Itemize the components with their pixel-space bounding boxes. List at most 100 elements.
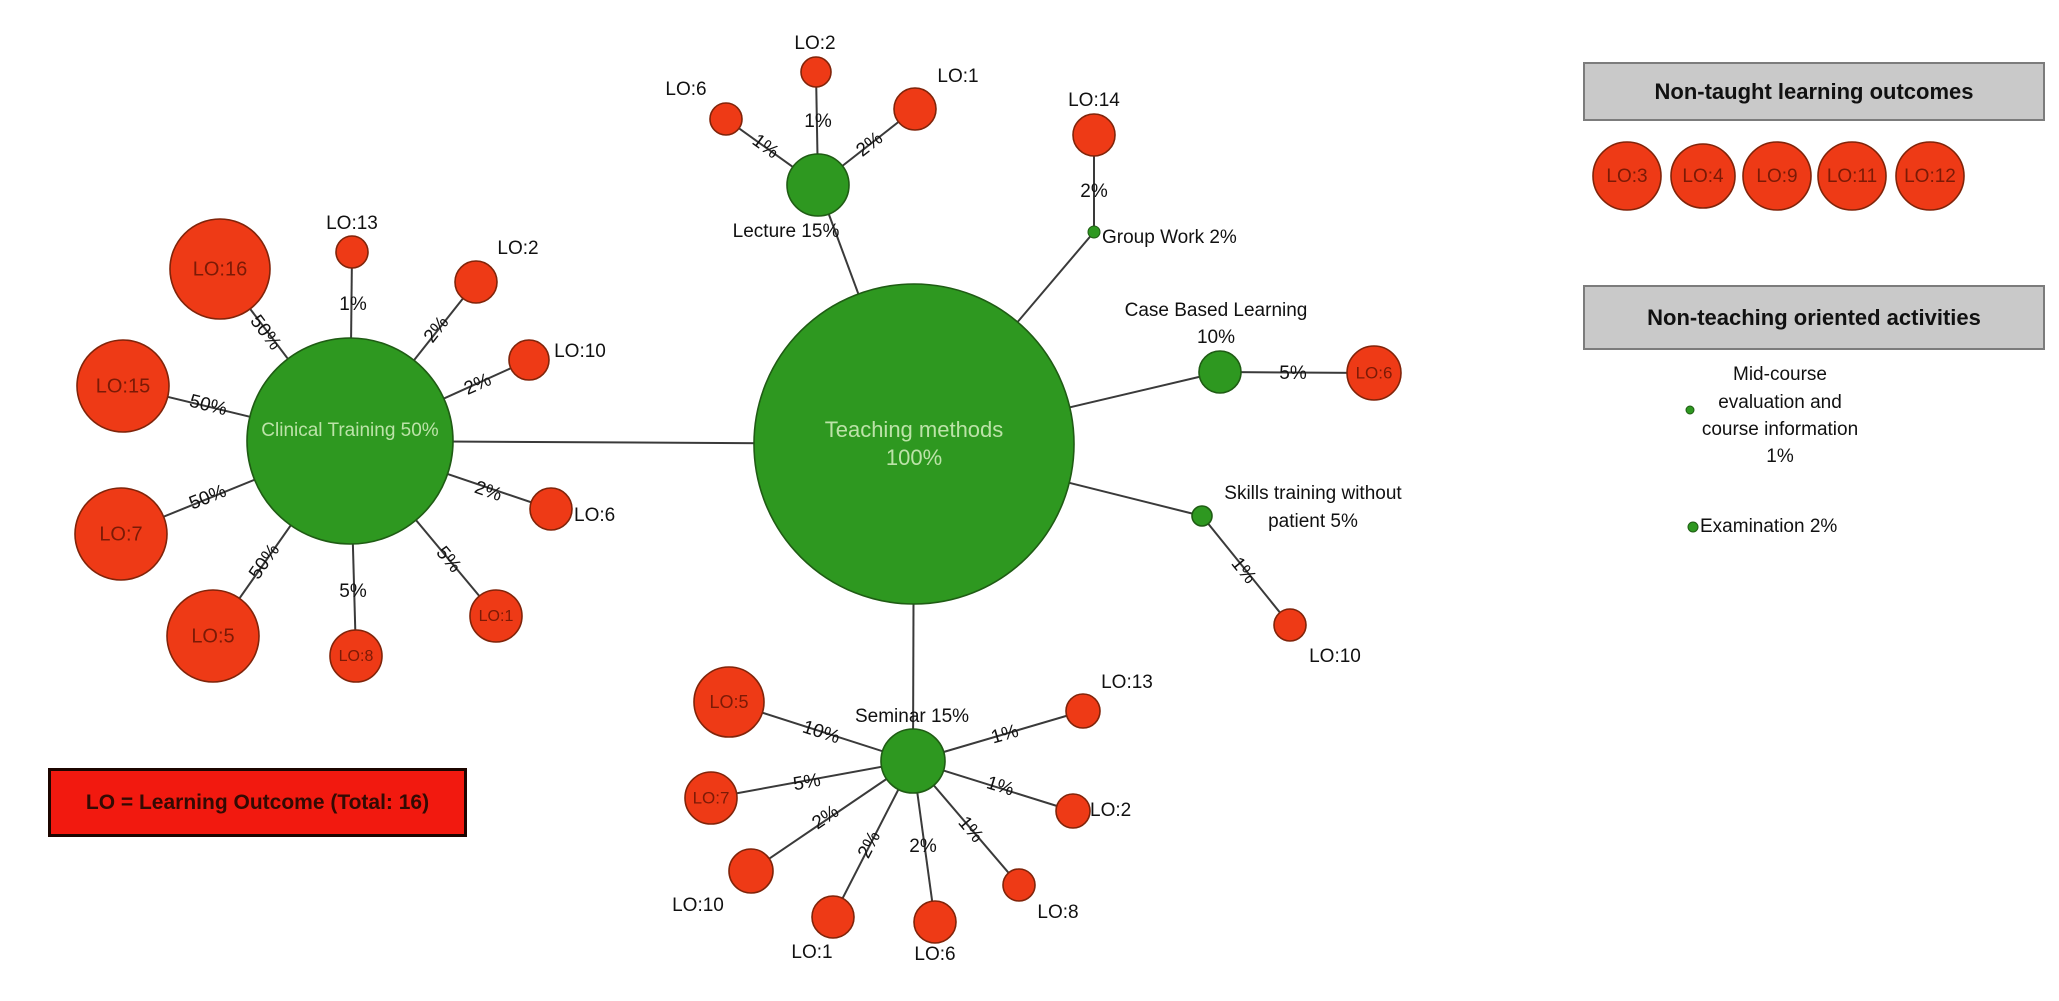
non-teaching-activities-header: Non-teaching oriented activities	[1583, 285, 2045, 350]
node-lo12R	[1895, 141, 1965, 211]
edge-label: 1%	[989, 721, 1021, 749]
node-label-teaching: 100%	[886, 445, 942, 470]
node-label-lo6C: LO:6	[1356, 363, 1393, 382]
non-taught-outcomes-title: Non-taught learning outcomes	[1654, 78, 1974, 104]
node-label-lo1L: LO:1	[479, 608, 514, 625]
label-case-based-1: Case Based Learning	[1125, 300, 1308, 321]
edge-label: 50%	[186, 481, 229, 515]
node-lo5L	[166, 589, 260, 683]
label-lo8-seminar: LO:8	[1037, 902, 1078, 923]
label-lecture: Lecture 15%	[733, 221, 840, 242]
edge-label: 50%	[245, 540, 284, 583]
node-lo10S	[1273, 608, 1307, 642]
label-group-work: Group Work 2%	[1102, 227, 1237, 248]
node-label-lo4R: LO:4	[1682, 166, 1724, 187]
label-midcourse-2: evaluation and	[1718, 392, 1842, 413]
edge-seminar-lo7S	[710, 760, 914, 799]
node-label-lo12R: LO:12	[1904, 166, 1956, 187]
non-teaching-activities-title: Non-teaching oriented activities	[1647, 304, 1981, 330]
node-seminar	[880, 728, 946, 794]
edge-label: 2%	[472, 477, 505, 506]
edge-label: 2%	[461, 369, 495, 399]
edge-label: 10%	[800, 717, 843, 749]
edge-label: 1%	[804, 111, 832, 132]
label-lo13-clinical: LO:13	[326, 213, 378, 234]
node-lo10Se	[728, 848, 774, 894]
edge-label: 2%	[852, 128, 887, 162]
node-lo14	[1072, 113, 1116, 157]
label-lo6-clinical: LO:6	[574, 505, 615, 526]
label-lo10-seminar: LO:10	[672, 895, 724, 916]
node-label-lo5L: LO:5	[191, 625, 234, 647]
edge-label: 1%	[339, 294, 367, 315]
node-label-lo16L: LO:16	[193, 258, 247, 280]
label-lo13-seminar: LO:13	[1101, 672, 1153, 693]
edge-label: 2%	[1080, 181, 1108, 202]
edge-label: 2%	[909, 836, 937, 857]
label-lo10-clinical: LO:10	[554, 341, 606, 362]
node-teaching	[753, 283, 1075, 605]
node-lo2S	[1055, 793, 1091, 829]
node-lo9R	[1742, 141, 1812, 211]
label-lo6-lecture: LO:6	[665, 79, 706, 100]
node-label-lo3R: LO:3	[1606, 166, 1647, 187]
node-lo13L	[335, 235, 369, 269]
node-skills	[1191, 505, 1213, 527]
edge-label: 5%	[792, 770, 823, 795]
node-lo6S	[913, 900, 957, 944]
node-label-lo7S: LO:7	[693, 788, 730, 807]
node-lo13S	[1065, 693, 1101, 729]
node-label-lo7L: LO:7	[99, 523, 142, 545]
node-lo1T	[893, 87, 937, 131]
node-lo11R	[1817, 141, 1887, 211]
label-skills-1: Skills training without	[1224, 483, 1402, 504]
node-lo2L	[454, 260, 498, 304]
label-lo10-skills: LO:10	[1309, 646, 1361, 667]
node-midcourse_dot	[1685, 405, 1695, 415]
node-label-lo11R: LO:11	[1827, 166, 1877, 187]
edge-label: 1%	[984, 772, 1017, 800]
edge-label: 1%	[748, 130, 783, 163]
node-lo1S	[811, 895, 855, 939]
node-exam_dot	[1687, 521, 1699, 533]
label-skills-2: patient 5%	[1268, 511, 1358, 532]
lo-legend-text: LO = Learning Outcome (Total: 16)	[85, 790, 430, 814]
label-lo1-seminar: LO:1	[791, 942, 832, 963]
node-lo6T	[709, 102, 743, 136]
label-lo2-lecture: LO:2	[794, 33, 835, 54]
node-lo8L	[329, 629, 383, 683]
label-midcourse-4: 1%	[1766, 446, 1794, 467]
node-case_based	[1198, 350, 1242, 394]
node-lo7S	[684, 771, 738, 825]
lo-legend-box: LO = Learning Outcome (Total: 16)	[48, 768, 467, 837]
edge-skills-lo10S	[1201, 515, 1291, 626]
node-group_work	[1087, 225, 1101, 239]
node-lo7L	[74, 487, 168, 581]
label-case-based-2: 10%	[1197, 327, 1235, 348]
edge-label: 5%	[1279, 363, 1307, 384]
label-seminar: Seminar 15%	[855, 706, 969, 727]
node-lo5S	[693, 666, 765, 738]
label-midcourse-1: Mid-course	[1733, 364, 1827, 385]
node-label-lo9R: LO:9	[1756, 166, 1797, 187]
node-lo15L	[76, 339, 170, 433]
label-examination: Examination 2%	[1700, 516, 1837, 537]
label-lo1-lecture: LO:1	[937, 66, 978, 87]
node-clinical	[246, 337, 454, 545]
edge-label: 5%	[339, 581, 367, 602]
node-lo16L	[169, 218, 271, 320]
node-lo1L	[469, 589, 523, 643]
node-label-lo5S: LO:5	[709, 692, 748, 712]
node-lo2T	[800, 56, 832, 88]
label-midcourse-3: course information	[1702, 419, 1858, 440]
label-lo14: LO:14	[1068, 90, 1120, 111]
label-lo2-seminar: LO:2	[1090, 800, 1131, 821]
label-lo6-seminar: LO:6	[914, 944, 955, 965]
non-taught-outcomes-header: Non-taught learning outcomes	[1583, 62, 2045, 121]
node-lo10L	[508, 339, 550, 381]
edge-label: 50%	[187, 391, 229, 421]
node-label-lo15L: LO:15	[96, 375, 150, 397]
edge-label: 2%	[854, 828, 885, 862]
